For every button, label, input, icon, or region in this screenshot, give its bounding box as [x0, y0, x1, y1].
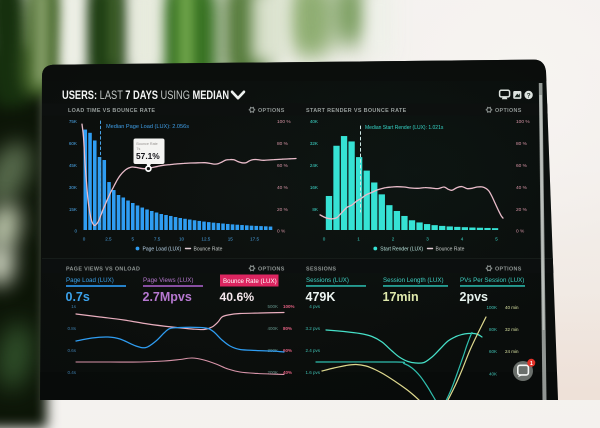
svg-text:0.8s: 0.8s: [67, 326, 76, 331]
svg-text:400K: 400K: [267, 326, 278, 331]
svg-text:30K: 30K: [69, 185, 78, 190]
svg-text:60 %: 60 %: [277, 163, 289, 169]
svg-text:Page Load (LUX): Page Load (LUX): [66, 277, 114, 284]
svg-text:0.4s: 0.4s: [67, 370, 76, 375]
svg-text:OPTIONS: OPTIONS: [258, 267, 285, 273]
svg-text:40 %: 40 %: [516, 185, 528, 191]
svg-text:7s: 7s: [136, 147, 140, 151]
svg-text:Median Page Load (LUX): 2.056s: Median Page Load (LUX): 2.056s: [106, 124, 189, 130]
svg-text:60K: 60K: [489, 349, 497, 354]
svg-text:Median Start Render (LUX): 1.0: Median Start Render (LUX): 1.021s: [365, 125, 444, 131]
svg-text:8K: 8K: [312, 207, 319, 212]
svg-text:75K: 75K: [69, 119, 78, 124]
svg-text:100%: 100%: [283, 304, 295, 309]
svg-text:40.6%: 40.6%: [220, 290, 255, 304]
svg-text:1s: 1s: [71, 304, 77, 309]
svg-text:OPTIONS: OPTIONS: [495, 108, 522, 114]
svg-text:80 %: 80 %: [516, 141, 528, 147]
svg-text:5: 5: [495, 237, 498, 242]
svg-text:PAGE VIEWS VS ONLOAD: PAGE VIEWS VS ONLOAD: [66, 267, 140, 273]
svg-text:80%: 80%: [283, 326, 292, 331]
svg-text:4: 4: [461, 237, 464, 242]
svg-text:20 %: 20 %: [277, 207, 289, 213]
svg-text:60K: 60K: [69, 141, 78, 146]
svg-text:15: 15: [228, 237, 234, 242]
svg-text:Session Length (LUX): Session Length (LUX): [383, 277, 444, 284]
svg-text:100 %: 100 %: [277, 119, 291, 125]
svg-text:0: 0: [74, 229, 77, 234]
svg-text:1: 1: [357, 237, 360, 242]
svg-text:Sessions (LUX): Sessions (LUX): [306, 277, 349, 284]
svg-text:15K: 15K: [69, 207, 78, 212]
svg-text:16K: 16K: [310, 185, 319, 190]
svg-text:Bounce Rate: Bounce Rate: [136, 142, 157, 146]
svg-text:60%: 60%: [283, 348, 292, 353]
svg-text:0.7s: 0.7s: [66, 290, 90, 304]
svg-text:57.1%: 57.1%: [136, 151, 160, 161]
svg-text:32K: 32K: [310, 141, 319, 146]
svg-text:SESSIONS: SESSIONS: [306, 267, 336, 273]
svg-text:1: 1: [530, 361, 533, 367]
svg-text:500K: 500K: [267, 304, 278, 309]
svg-text:32 min: 32 min: [505, 327, 519, 332]
svg-text:?: ?: [527, 92, 531, 99]
svg-text:40 %: 40 %: [277, 185, 289, 191]
svg-text:2: 2: [392, 237, 395, 242]
svg-text:479K: 479K: [306, 290, 336, 304]
svg-text:24K: 24K: [310, 163, 319, 168]
svg-text:2pvs: 2pvs: [460, 290, 489, 304]
svg-text:3: 3: [426, 237, 429, 242]
svg-text:100 %: 100 %: [516, 119, 530, 125]
svg-text:4 pvs: 4 pvs: [309, 304, 321, 309]
svg-text:Start Render (LUX): Start Render (LUX): [380, 247, 423, 253]
svg-text:60 %: 60 %: [516, 163, 528, 169]
svg-text:20 %: 20 %: [516, 207, 528, 213]
svg-text:100K: 100K: [486, 305, 497, 310]
svg-text:START RENDER VS BOUNCE RATE: START RENDER VS BOUNCE RATE: [306, 108, 407, 114]
svg-text:40K: 40K: [310, 119, 319, 124]
svg-text:3.2 pvs: 3.2 pvs: [305, 326, 320, 331]
svg-text:0: 0: [83, 237, 86, 242]
svg-text:Bounce Rate: Bounce Rate: [194, 247, 223, 253]
svg-text:40 min: 40 min: [505, 305, 519, 310]
svg-text:17min: 17min: [383, 290, 419, 304]
svg-text:40%: 40%: [283, 370, 292, 375]
svg-text:80K: 80K: [489, 327, 497, 332]
svg-text:PVs Per Session (LUX): PVs Per Session (LUX): [460, 277, 524, 284]
svg-text:2.4 pvs: 2.4 pvs: [305, 348, 320, 353]
svg-text:Page Load (LUX): Page Load (LUX): [143, 247, 182, 253]
svg-text:Page Views (LUX): Page Views (LUX): [143, 277, 193, 284]
svg-text:40K: 40K: [489, 372, 497, 377]
svg-text:Bounce Rate (LUX): Bounce Rate (LUX): [223, 278, 277, 285]
svg-text:1.6 pvs: 1.6 pvs: [305, 370, 320, 375]
svg-text:OPTIONS: OPTIONS: [258, 108, 285, 114]
svg-text:0 %: 0 %: [516, 229, 525, 235]
svg-text:24 min: 24 min: [505, 349, 519, 354]
svg-text:2.7Mpvs: 2.7Mpvs: [143, 290, 192, 304]
svg-text:200K: 200K: [267, 370, 278, 375]
svg-text:OPTIONS: OPTIONS: [495, 267, 522, 273]
svg-text:45K: 45K: [69, 163, 78, 168]
svg-text:12.5: 12.5: [201, 237, 210, 242]
svg-text:0.6s: 0.6s: [67, 348, 76, 353]
svg-text:2.5: 2.5: [105, 237, 112, 242]
svg-text:80 %: 80 %: [277, 141, 289, 147]
svg-text:5: 5: [132, 237, 135, 242]
svg-text:USERS: LAST 7 DAYS USING MEDIA: USERS: LAST 7 DAYS USING MEDIAN: [62, 89, 229, 102]
svg-text:0: 0: [323, 237, 326, 242]
svg-text:10: 10: [179, 237, 185, 242]
svg-text:Bounce Rate: Bounce Rate: [436, 247, 465, 253]
svg-text:0 %: 0 %: [277, 229, 286, 235]
svg-text:17.5: 17.5: [250, 237, 259, 242]
svg-text:LOAD TIME VS BOUNCE RATE: LOAD TIME VS BOUNCE RATE: [68, 108, 155, 114]
svg-text:7.5: 7.5: [154, 237, 161, 242]
